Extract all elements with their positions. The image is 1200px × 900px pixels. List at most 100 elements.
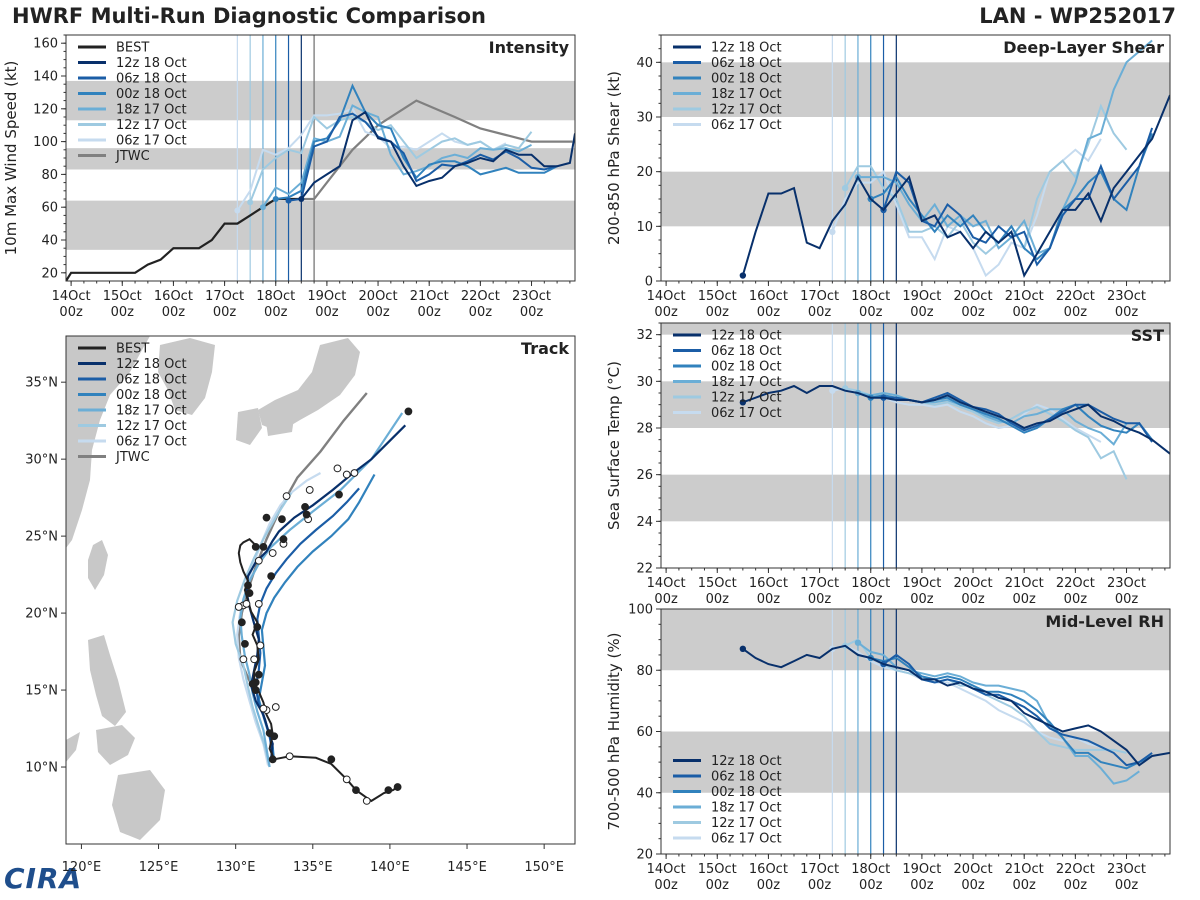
track-position-marker xyxy=(285,752,294,761)
run-start-marker xyxy=(234,207,241,214)
lon-tick-label: 145°E xyxy=(447,860,487,875)
y-tick-label: 10 xyxy=(636,220,653,235)
legend-label: 06z 18 Oct xyxy=(116,72,187,87)
track-position-marker xyxy=(254,556,263,565)
sst-title: SST xyxy=(1131,326,1164,345)
run-line-4 xyxy=(249,115,533,203)
x-tick-label: 00z xyxy=(1013,592,1037,607)
x-tick-label: 22Oct xyxy=(1056,862,1095,877)
x-tick-label: 17Oct xyxy=(205,289,244,304)
x-tick-label: 19Oct xyxy=(307,289,346,304)
x-tick-label: 00z xyxy=(654,592,678,607)
sst-plot-area xyxy=(661,323,1170,568)
lon-tick-label: 150°E xyxy=(524,860,564,875)
threshold-band xyxy=(66,148,575,170)
legend-label: 12z 17 Oct xyxy=(116,419,187,434)
storm-id: LAN - WP252017 xyxy=(979,4,1176,28)
x-tick-label: 00z xyxy=(1013,878,1037,893)
japan-kyushu xyxy=(236,408,262,445)
track-position-marker xyxy=(282,492,291,500)
shear-panel: 01020304014Oct00z15Oct00z16Oct00z17Oct00… xyxy=(605,34,1171,320)
track-position-marker xyxy=(248,680,257,688)
intensity-ylabel: 10m Max Wind Speed (kt) xyxy=(2,61,20,256)
sst-panel: 22242628303214Oct00z15Oct00z16Oct00z17Oc… xyxy=(605,322,1171,607)
lat-tick-label: 20°N xyxy=(25,607,58,622)
x-tick-label: 00z xyxy=(366,305,390,320)
track-position-marker xyxy=(265,729,274,738)
x-tick-label: 15Oct xyxy=(698,289,737,304)
y-tick-label: 20 xyxy=(636,848,653,863)
x-tick-label: 19Oct xyxy=(902,576,941,591)
legend-label: 18z 17 Oct xyxy=(116,404,187,419)
x-tick-label: 22Oct xyxy=(461,289,500,304)
x-tick-label: 00z xyxy=(654,878,678,893)
track-position-marker xyxy=(253,623,262,631)
legend-label: 06z 17 Oct xyxy=(116,134,187,149)
x-tick-label: 00z xyxy=(859,305,883,320)
x-tick-label: 00z xyxy=(757,878,781,893)
threshold-band xyxy=(661,609,1170,671)
legend-label: 12z 18 Oct xyxy=(116,357,187,372)
track-position-marker xyxy=(259,542,268,551)
track-position-marker xyxy=(267,572,276,581)
track-position-marker xyxy=(333,464,342,473)
legend-label: 18z 17 Oct xyxy=(711,801,782,816)
x-tick-label: 00z xyxy=(910,305,934,320)
rh-ylabel: 700-500 hPa Humidity (%) xyxy=(605,632,623,830)
y-tick-label: 20 xyxy=(636,165,653,180)
run-line-3 xyxy=(262,104,532,208)
lon-tick-label: 140°E xyxy=(370,860,410,875)
x-tick-label: 00z xyxy=(859,592,883,607)
best-track-line xyxy=(237,537,399,803)
legend-label: 06z 18 Oct xyxy=(711,770,782,785)
y-tick-label: 22 xyxy=(636,562,653,577)
x-tick-label: 00z xyxy=(213,305,237,320)
run-start-marker xyxy=(247,199,254,206)
x-tick-label: 00z xyxy=(910,592,934,607)
y-tick-label: 40 xyxy=(41,234,58,249)
taiwan xyxy=(88,540,108,590)
y-tick-label: 160 xyxy=(33,37,58,52)
track-frame xyxy=(65,335,576,845)
track-position-marker xyxy=(244,581,252,590)
x-tick-label: 16Oct xyxy=(154,289,193,304)
x-tick-label: 00z xyxy=(1013,305,1037,320)
x-tick-label: 15Oct xyxy=(698,576,737,591)
run-line-0 xyxy=(741,94,1170,279)
run-line-3 xyxy=(857,39,1153,256)
x-tick-label: 17Oct xyxy=(800,862,839,877)
x-tick-label: 14Oct xyxy=(647,862,686,877)
legend-label: 00z 18 Oct xyxy=(711,72,782,87)
x-tick-label: 20Oct xyxy=(954,576,993,591)
run-line-0 xyxy=(300,110,575,200)
japan-honshu xyxy=(258,338,360,432)
x-tick-label: 23Oct xyxy=(1107,289,1146,304)
x-tick-label: 00z xyxy=(706,305,730,320)
x-tick-label: 00z xyxy=(1115,592,1139,607)
track-position-marker xyxy=(242,599,251,608)
legend-label: 12z 17 Oct xyxy=(711,391,782,406)
run-track-3 xyxy=(239,412,404,768)
x-tick-label: 18Oct xyxy=(851,289,890,304)
x-tick-label: 14Oct xyxy=(52,289,91,304)
x-tick-label: 20Oct xyxy=(359,289,398,304)
x-tick-label: 00z xyxy=(59,305,83,320)
y-tick-label: 60 xyxy=(636,725,653,740)
legend-label: 00z 18 Oct xyxy=(116,87,187,102)
legend-label: 12z 18 Oct xyxy=(711,41,782,56)
threshold-band xyxy=(661,474,1170,522)
run-start-marker xyxy=(259,204,266,211)
y-tick-label: 28 xyxy=(636,422,653,437)
y-tick-label: 30 xyxy=(636,375,653,390)
lat-tick-label: 25°N xyxy=(25,530,58,545)
run-line-5 xyxy=(832,644,1102,748)
track-position-marker xyxy=(251,686,260,694)
track-position-marker xyxy=(239,655,248,664)
track-position-marker xyxy=(259,704,268,713)
x-tick-label: 00z xyxy=(961,878,985,893)
lon-tick-label: 130°E xyxy=(216,860,256,875)
lon-tick-label: 120°E xyxy=(62,860,102,875)
run-start-marker xyxy=(272,196,279,202)
run-line-1 xyxy=(882,653,1153,767)
palawan xyxy=(66,732,80,762)
